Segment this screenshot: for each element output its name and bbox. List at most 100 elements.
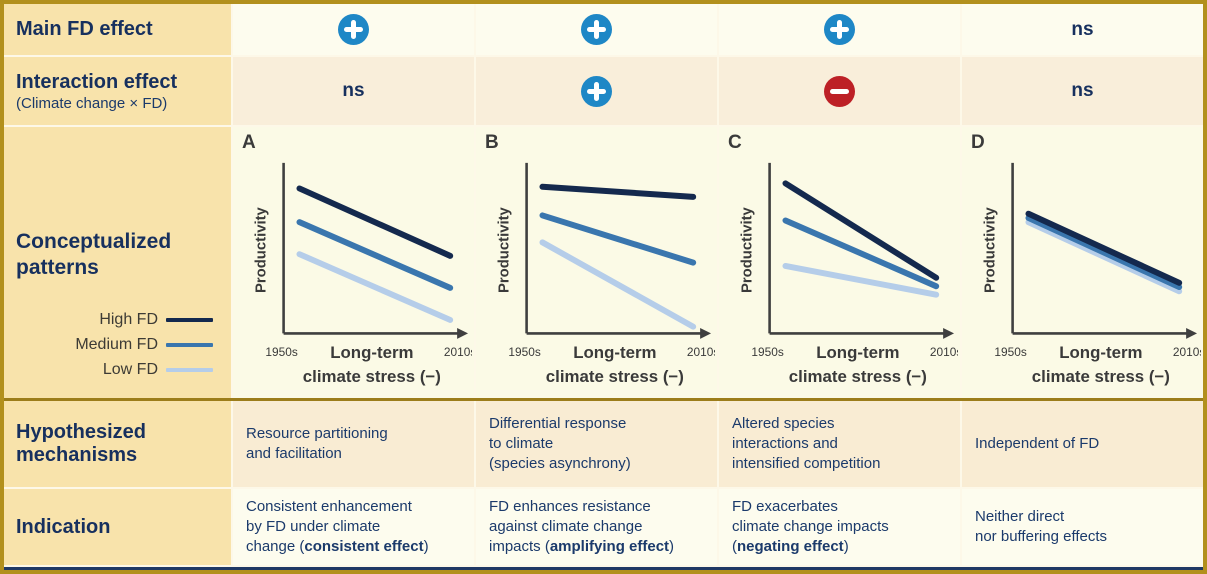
series-line-high-fd [781, 180, 939, 281]
panel-letter-a: A [242, 132, 256, 153]
panel-letter-b: B [485, 132, 499, 153]
interaction-cell-d: ns [962, 57, 1203, 125]
row-sublabel: (Climate change × FD) [16, 94, 168, 112]
indication-cell-a: Consistent enhancement by FD under clima… [233, 489, 474, 565]
x-axis-label-line1: Long-term [330, 343, 413, 362]
row-label: Main FD effect [16, 18, 153, 40]
series-line-low-fd [295, 251, 453, 323]
row-label: Hypothesized mechanisms [16, 421, 147, 466]
interaction-cell-a: ns [233, 57, 474, 125]
x-tick-1950s: 1950s [994, 345, 1026, 359]
legend-item-low-fd: Low FD [16, 361, 213, 379]
interaction-cell-c [719, 57, 960, 125]
mechanism-cell-d: Independent of FD [962, 401, 1203, 487]
indication-cell-c: FD exacerbates climate change impacts (n… [719, 489, 960, 565]
main-effect-cell-c [719, 4, 960, 55]
plus-icon [581, 14, 612, 45]
interaction-effect-label-cell: Interaction effect (Climate change × FD) [4, 57, 231, 125]
plus-icon [338, 14, 369, 45]
main-fd-effect-label-cell: Main FD effect [4, 4, 231, 55]
y-axis-label: Productivity [496, 206, 512, 293]
x-axis-label-line2: climate stress (−) [1031, 367, 1169, 386]
row-label: Conceptualized patterns [16, 230, 172, 280]
x-axis-label-line1: Long-term [816, 343, 899, 362]
series-line-high-fd [1024, 210, 1182, 286]
legend-label: Low FD [102, 361, 158, 378]
x-tick-1950s: 1950s [751, 345, 783, 359]
main-effect-cell-a [233, 4, 474, 55]
main-effect-cell-b [476, 4, 717, 55]
ns-label: ns [1071, 18, 1094, 40]
pattern-panel-d: D Productivity 1950s 2010s Long-term cli… [962, 127, 1203, 398]
x-tick-1950s: 1950s [265, 345, 297, 359]
x-tick-2010s: 2010s [929, 345, 957, 359]
series-line-medium-fd [538, 212, 696, 266]
legend-label: Medium FD [75, 336, 158, 353]
row-main-fd-effect: Main FD effect ns [4, 4, 1203, 55]
medium-fd-line-swatch [166, 343, 213, 347]
panel-letter-c: C [728, 132, 742, 153]
main-effect-cell-d: ns [962, 4, 1203, 55]
row-hypothesized-mechanisms: Hypothesized mechanisms Resource partiti… [4, 401, 1203, 487]
indication-label-cell: Indication [4, 489, 231, 565]
mechanism-cell-a: Resource partitioning and facilitation [233, 401, 474, 487]
ns-label: ns [1071, 80, 1094, 101]
legend-item-medium-fd: Medium FD [16, 336, 213, 354]
pattern-chart-a: Productivity 1950s 2010s Long-term clima… [253, 162, 472, 386]
panel-letter-d: D [971, 132, 985, 153]
series-line-medium-fd [295, 219, 453, 291]
indication-text: Consistent enhancement by FD under clima… [246, 498, 429, 555]
pattern-panel-c: C Productivity 1950s 2010s Long-term cli… [719, 127, 960, 398]
interaction-cell-b [476, 57, 717, 125]
navy-bottom-strip [4, 567, 1203, 570]
x-axis-label-line2: climate stress (−) [302, 367, 440, 386]
indication-cell-d: Neither direct nor buffering effects [962, 489, 1203, 565]
patterns-label-cell: Conceptualized patterns High FD Medium F… [4, 127, 231, 398]
low-fd-line-swatch [166, 368, 213, 372]
x-tick-2010s: 2010s [1172, 345, 1200, 359]
series-line-low-fd [781, 263, 939, 298]
mechanisms-label-cell: Hypothesized mechanisms [4, 401, 231, 487]
x-axis-label-line1: Long-term [573, 343, 656, 362]
series-line-medium-fd [1024, 214, 1182, 291]
series-line-high-fd [538, 183, 696, 200]
high-fd-line-swatch [166, 318, 213, 322]
minus-icon [824, 75, 855, 107]
series-line-low-fd [538, 239, 696, 330]
row-conceptualized-patterns: Conceptualized patterns High FD Medium F… [4, 127, 1203, 398]
series-line-low-fd [1024, 219, 1182, 295]
pattern-chart-b: Productivity 1950s 2010s Long-term clima… [496, 162, 715, 386]
row-interaction-effect: Interaction effect (Climate change × FD)… [4, 57, 1203, 125]
x-tick-1950s: 1950s [508, 345, 540, 359]
x-tick-2010s: 2010s [443, 345, 471, 359]
x-axis-label-line2: climate stress (−) [788, 367, 926, 386]
row-indication: Indication Consistent enhancement by FD … [4, 489, 1203, 565]
pattern-chart-c: Productivity 1950s 2010s Long-term clima… [739, 162, 958, 386]
mechanism-cell-c: Altered species interactions and intensi… [719, 401, 960, 487]
x-axis-label-line1: Long-term [1059, 343, 1142, 362]
series-line-high-fd [295, 185, 453, 259]
y-axis-label: Productivity [253, 206, 269, 293]
indication-text: FD enhances resistance against climate c… [489, 498, 675, 555]
mechanism-cell-b: Differential response to climate (specie… [476, 401, 717, 487]
indication-text: FD exacerbates climate change impacts (n… [732, 498, 889, 555]
row-label: Interaction effect [16, 70, 178, 93]
series-line-medium-fd [781, 217, 939, 290]
y-axis-label: Productivity [739, 206, 755, 293]
legend-item-high-fd: High FD [16, 311, 213, 329]
pattern-chart-d: Productivity 1950s 2010s Long-term clima… [982, 162, 1201, 386]
indication-cell-b: FD enhances resistance against climate c… [476, 489, 717, 565]
row-label: Indication [16, 515, 111, 538]
fd-legend: High FD Medium FD Low FD [16, 304, 213, 386]
x-tick-2010s: 2010s [686, 345, 714, 359]
indication-text: Neither direct nor buffering effects [975, 508, 1108, 545]
pattern-panel-a: A Productivity 1950s 2010s Long-term cli… [233, 127, 474, 398]
ns-label: ns [342, 80, 365, 101]
x-axis-label-line2: climate stress (−) [545, 367, 683, 386]
pattern-panel-b: B Productivity 1950s 2010s Long-term cli… [476, 127, 717, 398]
plus-icon [581, 75, 612, 107]
y-axis-label: Productivity [982, 206, 998, 293]
gold-divider [4, 398, 1203, 401]
legend-label: High FD [99, 311, 158, 328]
